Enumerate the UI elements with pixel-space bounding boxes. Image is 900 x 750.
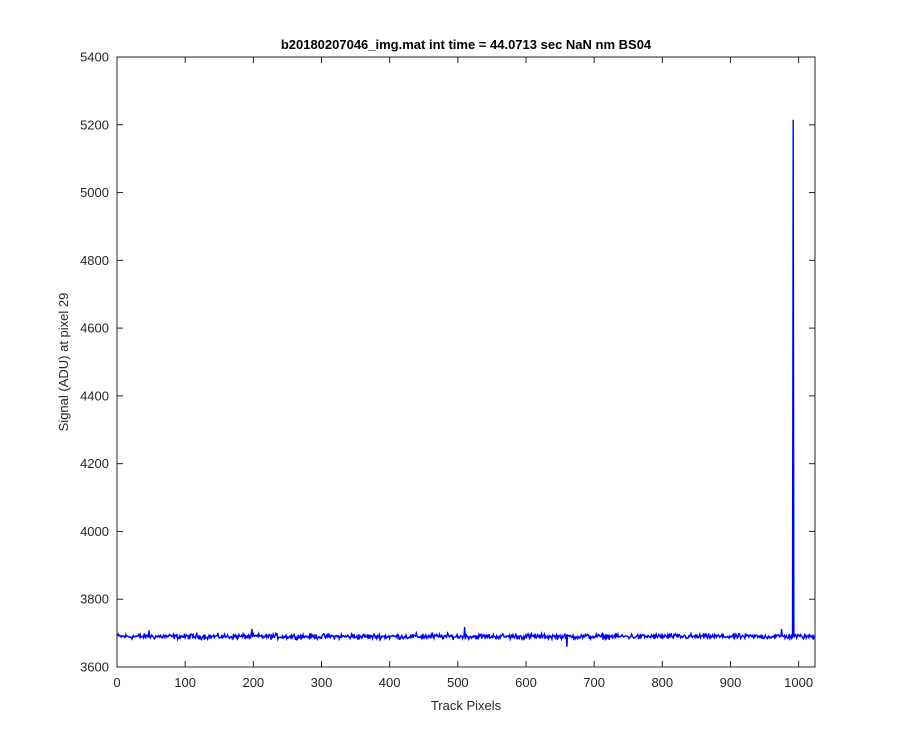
series-line — [117, 119, 816, 647]
y-tick-label: 4800 — [80, 253, 109, 268]
x-tick-label: 100 — [174, 675, 196, 690]
series-group — [117, 119, 816, 647]
x-tick-label: 900 — [720, 675, 742, 690]
y-tick-label: 4200 — [80, 456, 109, 471]
y-tick-label: 5000 — [80, 185, 109, 200]
x-tick-label: 300 — [311, 675, 333, 690]
x-tick-label: 200 — [242, 675, 264, 690]
x-tick-label: 700 — [583, 675, 605, 690]
y-tick-label: 4000 — [80, 524, 109, 539]
x-tick-label: 1000 — [784, 675, 813, 690]
axis-ticks: 0 100 200 300 400 500 600 700 800 900 1000 3600 3800… — [80, 50, 815, 690]
y-tick-label: 5400 — [80, 50, 109, 65]
y-tick-label: 4600 — [80, 321, 109, 336]
x-axis-label: Track Pixels — [431, 698, 502, 713]
x-tick-label: 800 — [651, 675, 673, 690]
y-tick-label: 5200 — [80, 117, 109, 132]
y-axis-label: Signal (ADU) at pixel 29 — [56, 293, 71, 432]
x-tick-label: 0 — [113, 675, 120, 690]
x-tick-label: 500 — [447, 675, 469, 690]
y-tick-label: 3600 — [80, 660, 109, 675]
x-tick-label: 400 — [379, 675, 401, 690]
plot-area — [117, 57, 815, 667]
chart-title: b20180207046_img.mat int time = 44.0713 … — [281, 37, 652, 52]
y-tick-label: 4400 — [80, 388, 109, 403]
y-tick-label: 3800 — [80, 592, 109, 607]
plot-box — [116, 56, 816, 668]
x-tick-label: 600 — [515, 675, 537, 690]
